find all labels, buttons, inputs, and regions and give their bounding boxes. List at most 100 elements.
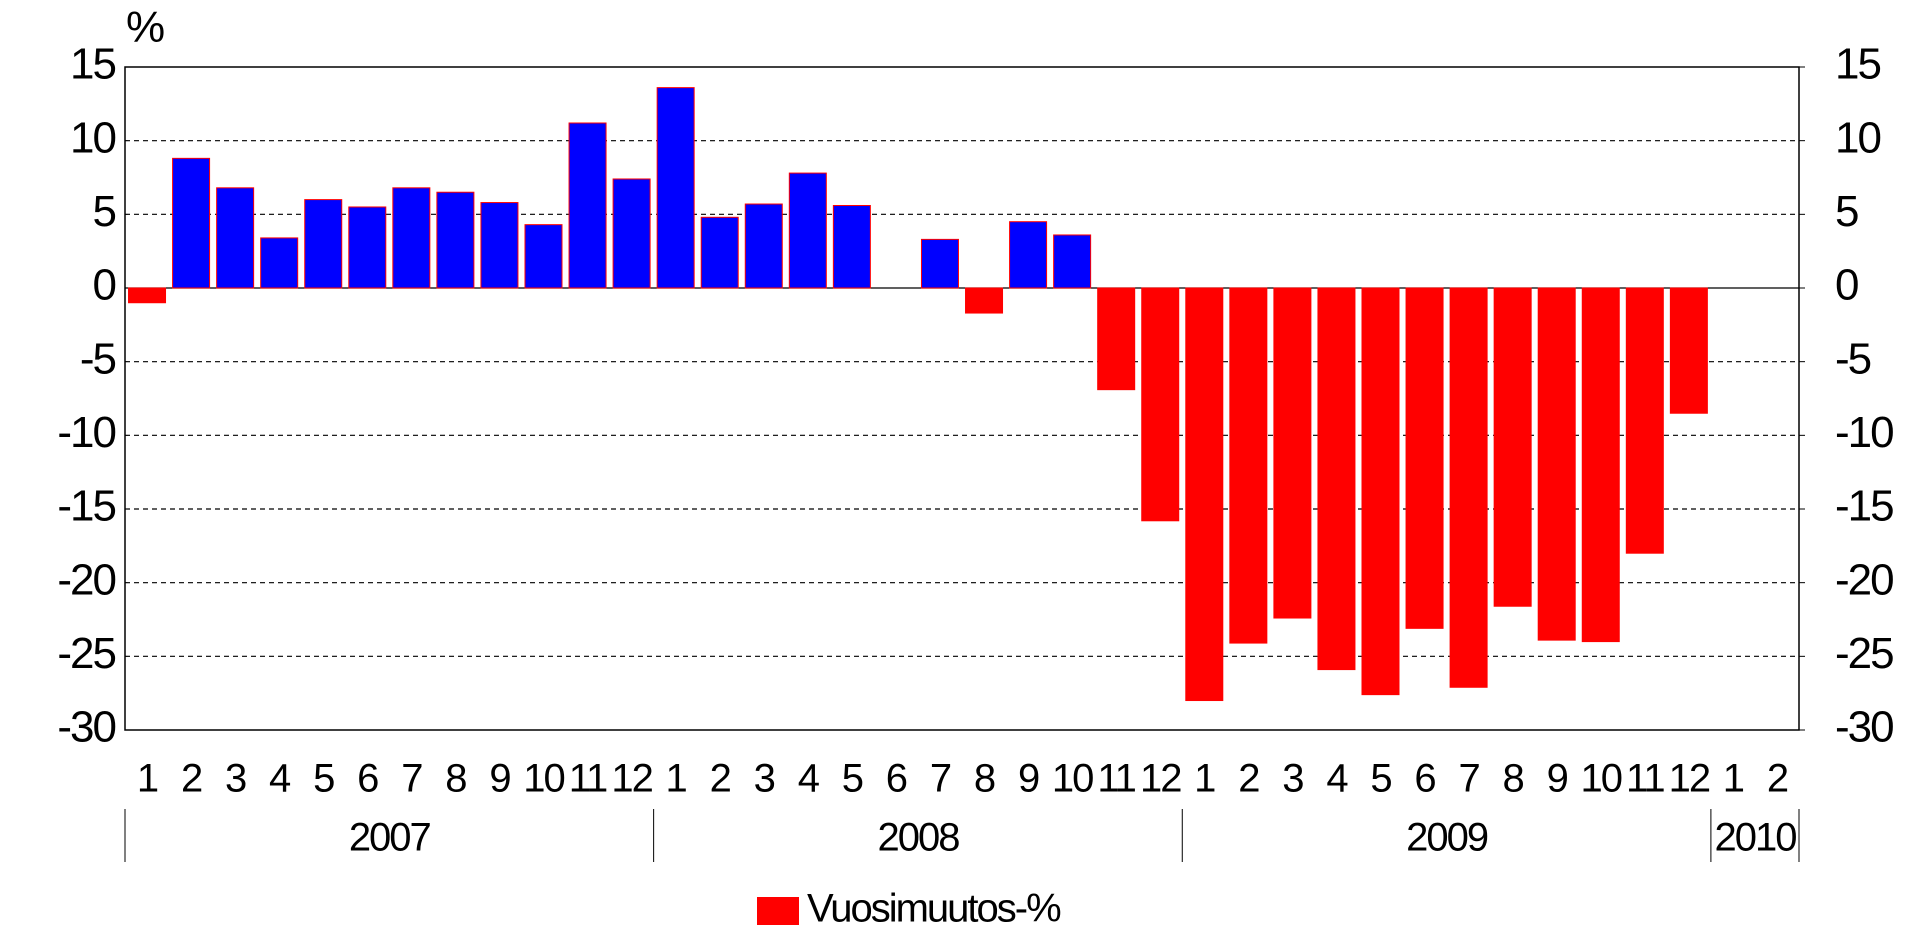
bar <box>1141 287 1180 522</box>
bar <box>1493 287 1532 607</box>
y2-tick-label: 15 <box>1835 40 1880 89</box>
x-tick-label: 11 <box>1626 757 1664 801</box>
y-axis-unit: % <box>126 3 164 52</box>
bar <box>304 199 343 289</box>
x-tick-label: 4 <box>798 757 820 801</box>
x-tick-label: 9 <box>1547 757 1568 801</box>
y2-tick-label: 0 <box>1835 261 1858 310</box>
bar <box>524 224 563 289</box>
x-tick-label: 7 <box>401 757 422 801</box>
x-group-label: 2007 <box>349 816 431 860</box>
y-tick-label: -20 <box>57 555 115 604</box>
y2-tick-label: -30 <box>1835 703 1893 752</box>
bar <box>612 178 651 289</box>
plot-frame <box>124 66 1800 731</box>
x-tick-label: 11 <box>569 757 607 801</box>
x-tick-label: 6 <box>1414 757 1435 801</box>
y2-tick-label: -15 <box>1835 482 1893 531</box>
y2-tick-label: -10 <box>1835 408 1893 457</box>
x-tick-label: 3 <box>225 757 246 801</box>
y2-tick-label: -20 <box>1835 555 1893 604</box>
x-tick-label: 5 <box>313 757 334 801</box>
bar <box>1581 287 1620 643</box>
x-tick-label: 10 <box>1052 757 1093 801</box>
x-tick-label: 5 <box>1370 757 1391 801</box>
x-tick-label: 7 <box>930 757 951 801</box>
x-tick-label: 4 <box>269 757 291 801</box>
x-tick-label: 8 <box>445 757 466 801</box>
x-tick-label: 12 <box>1669 757 1710 801</box>
bar <box>744 203 783 289</box>
x-tick-label: 11 <box>1097 757 1135 801</box>
bar <box>172 157 211 289</box>
bar <box>1405 287 1444 629</box>
bar <box>1229 287 1268 644</box>
y-tick-label: -25 <box>57 629 115 678</box>
x-tick-label: 7 <box>1458 757 1479 801</box>
x-tick-label: 10 <box>523 757 564 801</box>
x-tick-label: 2 <box>1238 757 1259 801</box>
bar <box>260 237 299 289</box>
y-tick-label: 0 <box>93 261 116 310</box>
bar <box>656 87 695 289</box>
bar <box>348 206 387 289</box>
x-tick-label: 9 <box>489 757 510 801</box>
bar <box>480 202 519 289</box>
y-tick-label: -30 <box>57 703 115 752</box>
x-tick-label: 12 <box>1140 757 1181 801</box>
y2-tick-label: -5 <box>1835 334 1871 383</box>
bar <box>392 187 431 289</box>
y-tick-label: -15 <box>57 482 115 531</box>
bar <box>1053 234 1092 289</box>
bar <box>965 287 1004 314</box>
bar <box>216 187 255 289</box>
x-tick-label: 4 <box>1326 757 1348 801</box>
x-group-label: 2008 <box>877 816 959 860</box>
x-tick-label: 3 <box>754 757 775 801</box>
x-tick-label: 3 <box>1282 757 1303 801</box>
x-tick-label: 8 <box>1503 757 1524 801</box>
bar <box>1669 287 1708 414</box>
x-group-label: 2010 <box>1714 816 1796 860</box>
x-tick-label: 5 <box>842 757 863 801</box>
bar <box>920 238 959 289</box>
x-group-label: 2009 <box>1406 816 1488 860</box>
bar <box>1361 287 1400 696</box>
bar <box>1317 287 1356 671</box>
x-tick-label: 8 <box>974 757 995 801</box>
x-tick-label: 1 <box>137 757 158 801</box>
bar <box>832 204 871 289</box>
x-tick-label: 6 <box>357 757 378 801</box>
y2-tick-label: 10 <box>1835 113 1880 162</box>
bar <box>1185 287 1224 702</box>
y-tick-label: 15 <box>70 40 115 89</box>
bar <box>1449 287 1488 688</box>
y-tick-label: 5 <box>93 187 116 236</box>
x-tick-label: 2 <box>710 757 731 801</box>
bar <box>128 287 167 304</box>
bar <box>788 172 827 289</box>
legend-swatch <box>757 897 799 925</box>
y2-tick-label: 5 <box>1835 187 1858 236</box>
y-tick-label: -5 <box>80 334 116 383</box>
x-tick-label: 6 <box>886 757 907 801</box>
x-tick-label: 10 <box>1581 757 1622 801</box>
bar <box>1009 221 1048 289</box>
y-tick-label: -10 <box>57 408 115 457</box>
bar <box>568 122 607 289</box>
bar <box>436 191 475 289</box>
x-tick-label: 2 <box>181 757 202 801</box>
bar <box>700 216 739 289</box>
bar <box>1273 287 1312 619</box>
bar <box>1537 287 1576 641</box>
y-tick-label: 10 <box>70 113 115 162</box>
bar <box>1625 287 1664 554</box>
legend-label: Vuosimuutos-% <box>807 887 1061 927</box>
x-tick-label: 1 <box>666 757 687 801</box>
x-tick-label: 9 <box>1018 757 1039 801</box>
y2-tick-label: -25 <box>1835 629 1893 678</box>
x-tick-label: 2 <box>1767 757 1788 801</box>
x-tick-label: 12 <box>611 757 652 801</box>
bar <box>1097 287 1136 391</box>
